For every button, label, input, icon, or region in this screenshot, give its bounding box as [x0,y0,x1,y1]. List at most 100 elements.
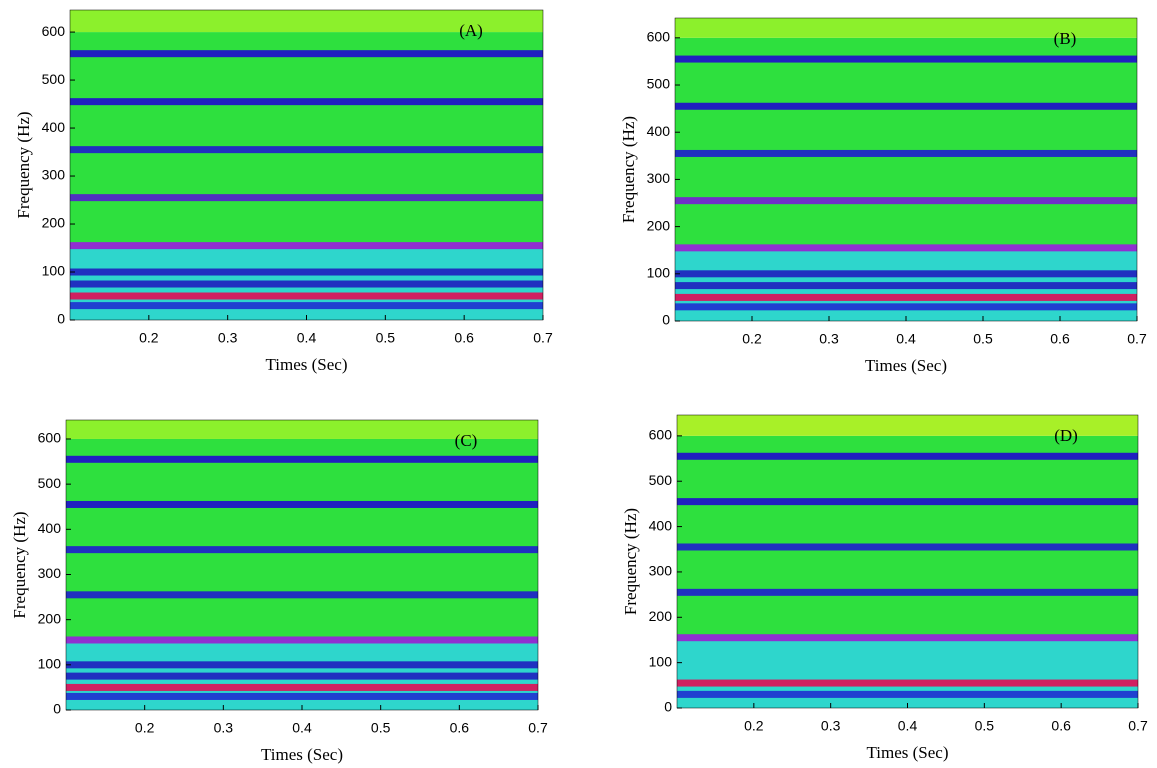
x-tick-label: 0.5 [376,330,396,346]
band [677,543,1138,551]
y-axis-label: Frequency (Hz) [10,511,29,618]
x-tick-label: 0.7 [528,720,548,736]
band [675,197,1137,205]
y-tick-label: 500 [38,475,62,491]
band [675,55,1137,63]
y-axis-label: Frequency (Hz) [14,111,33,218]
y-tick-label: 100 [647,265,671,281]
band [70,146,543,154]
band [677,634,1138,642]
region [675,37,1137,251]
x-tick-label: 0.3 [214,720,234,736]
y-tick-label: 200 [42,215,66,231]
band [70,292,543,300]
panel-label: (B) [1054,29,1077,48]
x-axis-label: Times (Sec) [265,355,347,374]
region [675,18,1137,38]
y-tick-label: 600 [649,427,673,443]
region [70,10,543,33]
y-tick-label: 200 [38,610,62,626]
x-tick-label: 0.7 [1128,718,1148,734]
band [66,546,538,554]
band [677,498,1138,506]
y-tick-label: 500 [42,71,66,87]
y-axis-label: Frequency (Hz) [619,116,638,223]
x-tick-label: 0.6 [1051,718,1071,734]
y-tick-label: 100 [42,263,66,279]
band [675,293,1137,301]
x-tick-label: 0.7 [533,330,553,346]
y-tick-label: 400 [38,520,62,536]
region [677,415,1138,436]
x-tick-label: 0.4 [898,718,918,734]
band [70,194,543,202]
band [70,302,543,310]
x-tick-label: 0.5 [371,720,391,736]
y-tick-label: 0 [53,701,61,717]
band [70,98,543,106]
region [677,435,1138,640]
band [70,242,543,250]
x-tick-label: 0.5 [973,331,993,347]
x-axis-label: Times (Sec) [865,356,947,375]
x-tick-label: 0.3 [821,718,841,734]
y-tick-label: 400 [649,517,673,533]
band [70,50,543,58]
y-tick-label: 300 [647,170,671,186]
panel-label: (D) [1054,426,1078,445]
y-axis-label: Frequency (Hz) [621,508,640,615]
band [66,692,538,700]
x-tick-label: 0.3 [819,331,839,347]
band [66,636,538,644]
x-tick-label: 0.2 [139,330,159,346]
band [677,452,1138,460]
band [66,661,538,669]
band [677,588,1138,596]
band [66,683,538,691]
y-tick-label: 0 [57,311,65,327]
region [66,438,538,643]
x-tick-label: 0.6 [450,720,470,736]
band [70,280,543,288]
band [70,268,543,276]
y-tick-label: 400 [647,123,671,139]
y-tick-label: 200 [649,608,673,624]
x-axis-label: Times (Sec) [261,745,343,764]
x-tick-label: 0.4 [297,330,317,346]
x-axis-label: Times (Sec) [866,743,948,762]
y-tick-label: 500 [647,76,671,92]
y-tick-label: 400 [42,119,66,135]
y-tick-label: 500 [649,472,673,488]
band [677,679,1138,687]
band [66,591,538,599]
region [66,420,538,439]
band [675,282,1137,290]
x-tick-label: 0.7 [1127,331,1147,347]
panel-label: (C) [455,431,478,450]
y-tick-label: 600 [38,430,62,446]
band [675,149,1137,157]
band [66,672,538,680]
x-tick-label: 0.3 [218,330,238,346]
region [70,32,543,249]
band [675,270,1137,278]
band [675,102,1137,110]
y-tick-label: 300 [38,565,62,581]
x-tick-label: 0.4 [896,331,916,347]
y-tick-label: 0 [664,699,672,715]
y-tick-label: 600 [647,29,671,45]
band [66,500,538,508]
x-tick-label: 0.2 [744,718,764,734]
y-tick-label: 100 [649,653,673,669]
panel-label: (A) [459,21,483,40]
band [66,455,538,463]
y-tick-label: 200 [647,217,671,233]
x-tick-label: 0.6 [454,330,474,346]
x-tick-label: 0.2 [135,720,155,736]
x-tick-label: 0.6 [1050,331,1070,347]
y-tick-label: 300 [649,563,673,579]
band [675,244,1137,252]
y-tick-label: 600 [42,23,66,39]
